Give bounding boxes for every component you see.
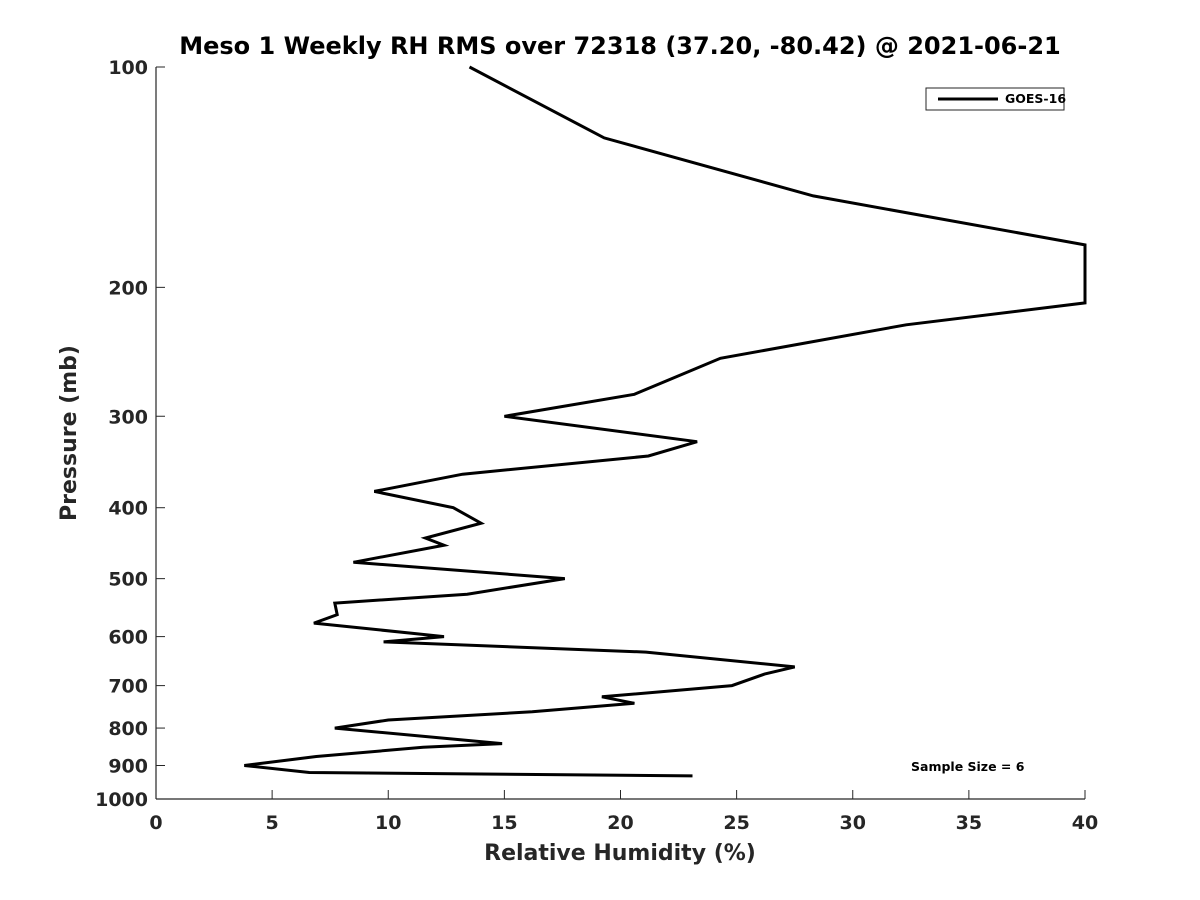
x-tick-label: 40 [1072,812,1098,834]
y-tick-label: 700 [108,676,148,698]
y-tick-label: 200 [108,277,148,299]
x-tick-label: 5 [266,812,279,834]
x-tick-label: 30 [840,812,866,834]
y-tick-label: 100 [108,57,148,79]
y-tick-label: 600 [108,627,148,649]
x-axis-ticks: 0 5 10 15 20 25 30 35 40 [149,790,1098,834]
x-tick-label: 10 [375,812,401,834]
y-tick-label: 900 [108,756,148,778]
y-tick-label: 400 [108,498,148,520]
series-line-goes-16 [244,65,1087,778]
legend-label-goes-16: GOES-16 [1005,91,1066,106]
chart-title: Meso 1 Weekly RH RMS over 72318 (37.20, … [179,32,1061,60]
y-tick-label: 500 [108,569,148,591]
x-tick-label: 0 [149,812,162,834]
x-tick-label: 25 [723,812,749,834]
y-tick-label: 800 [108,718,148,740]
x-tick-label: 15 [491,812,517,834]
sample-size-annotation: Sample Size = 6 [911,759,1025,774]
y-tick-label: 300 [108,406,148,428]
x-axis-label: Relative Humidity (%) [484,841,756,866]
x-tick-label: 20 [607,812,633,834]
x-tick-label: 35 [956,812,982,834]
y-axis-label: Pressure (mb) [57,345,82,521]
y-axis-ticks: 100 200 300 400 500 600 700 800 900 1000 [95,57,165,811]
y-tick-label: 1000 [95,789,148,811]
legend: GOES-16 [925,87,1066,111]
